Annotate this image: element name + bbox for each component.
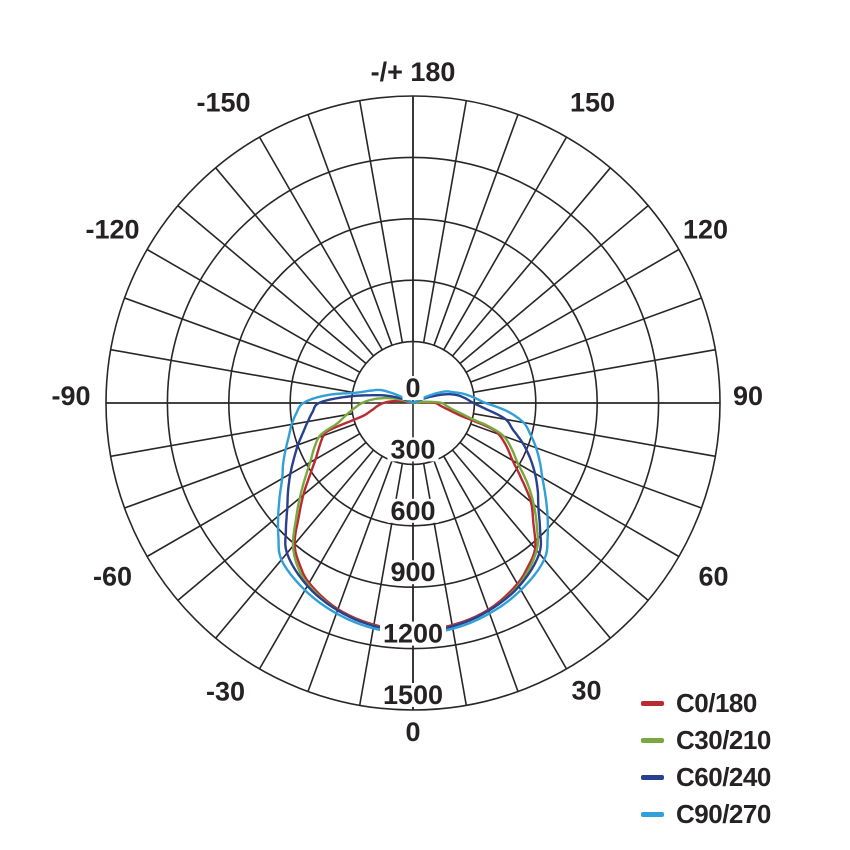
angle-labels: -/+ 180 -150 -120 -90 -60 -30 0 30 60 90 120 150 <box>51 57 763 747</box>
grid-spoke <box>358 100 404 343</box>
label-backing <box>387 437 439 462</box>
radial-tick-labels: 0 300 600 900 1200 1500 <box>379 373 447 710</box>
grid-spoke <box>422 100 468 343</box>
radial-tick-label: 1200 <box>383 619 443 649</box>
angle-label--90: -90 <box>51 381 90 411</box>
label-backing <box>379 621 447 646</box>
angle-label-150: 150 <box>570 87 615 117</box>
angle-label-30: 30 <box>571 676 601 706</box>
grid-spoke <box>470 297 702 383</box>
angle-label-120: 120 <box>683 215 728 245</box>
angle-label-180: -/+ 180 <box>371 57 456 87</box>
grid-spoke <box>459 205 649 365</box>
legend-label-c90-270: C90/270 <box>676 799 771 829</box>
grid-spoke <box>307 114 393 346</box>
grid-spoke <box>124 297 356 383</box>
label-backing <box>379 683 447 707</box>
grid-spoke <box>451 167 611 357</box>
legend-item-c30-210: C30/210 <box>641 722 771 759</box>
chart-legend: C0/180 C30/210 C60/240 C90/270 <box>641 685 771 833</box>
label-backing <box>387 560 439 585</box>
grid-spoke <box>258 455 383 670</box>
grid-spoke <box>465 433 680 558</box>
grid-spoke <box>470 423 702 509</box>
legend-swatch-c60-240 <box>641 775 664 780</box>
grid-spoke <box>146 248 361 373</box>
legend-swatch-c30-210 <box>641 738 664 743</box>
grid-spoke <box>433 114 519 346</box>
legend-label-c0-180: C0/180 <box>676 688 757 718</box>
radial-tick-label: 300 <box>390 434 435 464</box>
grid-spoke <box>146 433 361 558</box>
angle-label--120: -120 <box>85 215 139 245</box>
grid-spoke <box>443 455 568 670</box>
radial-tick-label: 900 <box>390 557 435 587</box>
legend-label-c30-210: C30/210 <box>676 725 771 755</box>
angle-label--60: -60 <box>93 562 132 592</box>
polar-grid <box>105 95 721 711</box>
angle-label--150: -150 <box>196 87 250 117</box>
grid-spoke <box>465 248 680 373</box>
grid-spoke <box>307 460 393 692</box>
grid-spoke <box>124 423 356 509</box>
angle-label-90: 90 <box>733 381 763 411</box>
grid-spoke <box>177 205 367 365</box>
grid-spoke <box>473 412 716 458</box>
legend-item-c90-270: C90/270 <box>641 796 771 833</box>
legend-item-c60-240: C60/240 <box>641 759 771 796</box>
grid-spoke <box>110 348 353 394</box>
radial-tick-label: 0 <box>405 373 420 403</box>
grid-spoke <box>110 412 353 458</box>
label-backing <box>387 498 439 523</box>
legend-swatch-c90-270 <box>641 812 664 817</box>
angle-label-60: 60 <box>698 562 728 592</box>
legend-swatch-c0-180 <box>641 701 664 706</box>
grid-spoke <box>473 348 716 394</box>
grid-spoke <box>177 441 367 601</box>
radial-tick-label: 1500 <box>383 680 443 710</box>
angle-label--30: -30 <box>206 677 245 707</box>
legend-label-c60-240: C60/240 <box>676 762 771 792</box>
grid-spoke <box>451 449 611 639</box>
radial-tick-label: 600 <box>390 496 435 526</box>
grid-spoke <box>258 136 383 351</box>
angle-label-0: 0 <box>405 717 420 747</box>
legend-item-c0-180: C0/180 <box>641 685 771 722</box>
label-backing <box>402 376 424 400</box>
grid-spoke <box>215 167 375 357</box>
grid-spoke <box>433 460 519 692</box>
grid-spoke <box>443 136 568 351</box>
grid-spoke <box>459 441 649 601</box>
